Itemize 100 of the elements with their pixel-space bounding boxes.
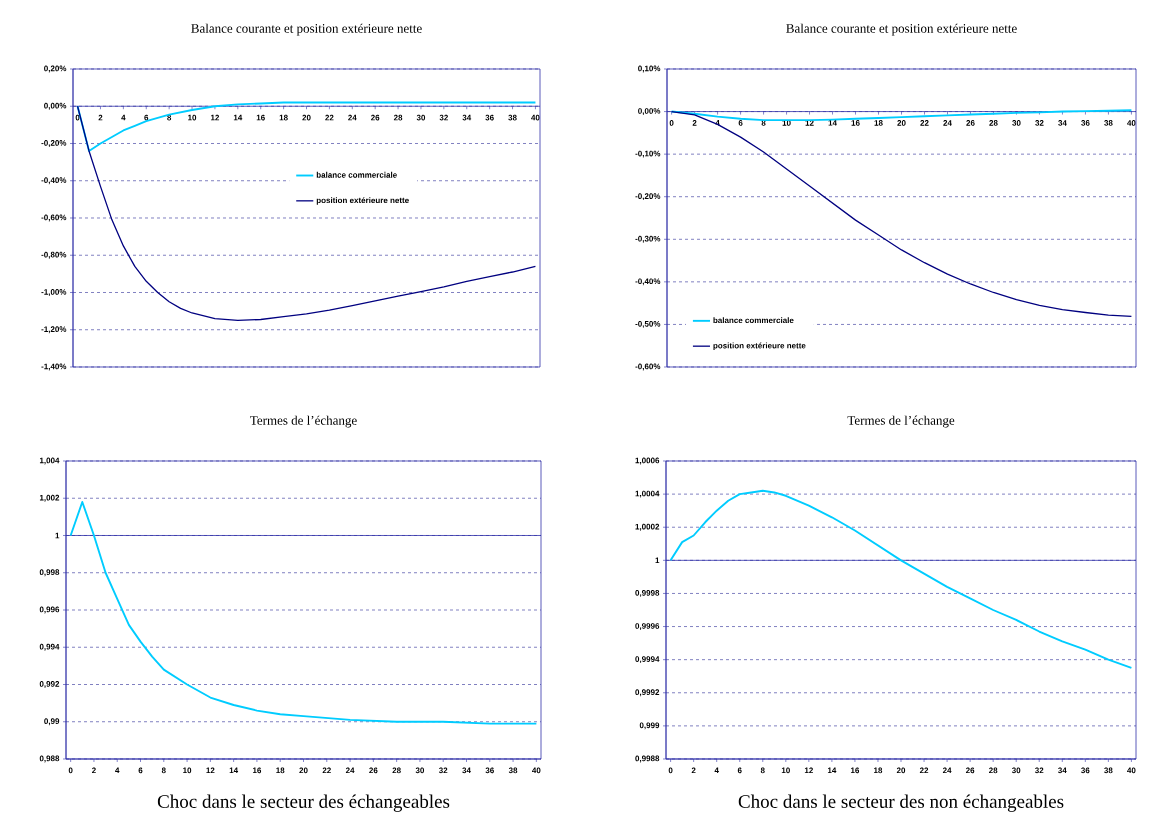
x-tick-label: 6 — [738, 120, 743, 126]
y-tick-label: 0,10% — [638, 65, 661, 73]
x-tick-label: 36 — [1081, 767, 1090, 774]
y-tick-label: 0,992 — [39, 681, 60, 688]
x-tick-label: 10 — [188, 114, 197, 121]
y-tick-label: 1 — [655, 557, 660, 564]
x-tick-label: 2 — [98, 114, 103, 121]
y-tick-label: 0,9994 — [635, 656, 660, 664]
legend-label: balance commerciale — [713, 317, 794, 324]
y-tick-label: -0,40% — [635, 278, 661, 286]
x-tick-label: 32 — [1035, 120, 1044, 126]
y-tick-label: 0,00% — [638, 108, 661, 115]
x-tick-label: 24 — [942, 767, 952, 774]
y-tick-label: 0,9998 — [635, 590, 660, 597]
x-tick-label: 16 — [252, 767, 262, 774]
x-tick-label: 34 — [1058, 120, 1067, 126]
y-tick-label: -1,00% — [41, 289, 67, 296]
x-tick-label: 14 — [828, 120, 837, 126]
y-tick-label: -1,40% — [41, 363, 67, 371]
x-tick-label: 32 — [1034, 767, 1044, 774]
x-tick-label: 28 — [989, 767, 998, 774]
chart-title: Termes de l’échange — [847, 415, 955, 428]
y-tick-label: 0,9996 — [635, 623, 660, 630]
x-tick-label: 22 — [919, 767, 929, 774]
y-tick-label: 0,9992 — [635, 689, 660, 697]
x-tick-label: 6 — [144, 114, 149, 121]
x-tick-label: 2 — [92, 767, 96, 774]
x-tick-label: 22 — [322, 767, 331, 774]
y-tick-label: -0,20% — [635, 193, 661, 201]
x-tick-label: 30 — [1011, 767, 1021, 774]
chart-title: Balance courante et position extérieure nette — [786, 23, 1017, 36]
x-tick-label: 6 — [138, 767, 143, 774]
y-tick-label: -0,60% — [635, 363, 661, 371]
x-tick-label: 26 — [371, 114, 380, 121]
x-tick-label: 24 — [345, 767, 355, 774]
y-tick-label: -0,60% — [41, 214, 67, 222]
x-tick-label: 22 — [920, 120, 929, 126]
x-tick-label: 40 — [1127, 120, 1136, 126]
x-tick-label: 4 — [714, 767, 719, 774]
x-tick-label: 30 — [415, 767, 425, 774]
x-tick-label: 18 — [279, 114, 288, 121]
x-tick-label: 26 — [966, 120, 975, 126]
x-tick-label: 36 — [1081, 120, 1090, 126]
y-tick-label: 0,99 — [44, 718, 60, 726]
x-tick-label: 30 — [1012, 120, 1021, 126]
text: Choc dans le secteur des échangeables — [157, 794, 450, 812]
y-tick-label: 1,0002 — [635, 523, 660, 531]
x-tick-label: 14 — [827, 767, 837, 774]
legend-label: position extérieure nette — [316, 197, 409, 205]
x-tick-label: 36 — [485, 767, 494, 774]
x-tick-label: 34 — [462, 114, 472, 121]
y-tick-label: -0,30% — [635, 235, 661, 243]
x-tick-label: 20 — [302, 114, 311, 121]
y-tick-label: 1,002 — [39, 494, 60, 502]
y-tick-label: 0,998 — [39, 569, 60, 577]
x-tick-label: 38 — [1104, 767, 1113, 774]
x-tick-label: 22 — [325, 114, 334, 121]
x-tick-label: 30 — [416, 114, 426, 121]
y-tick-label: -0,50% — [635, 321, 661, 328]
y-tick-label: -0,10% — [635, 150, 661, 158]
x-tick-label: 18 — [874, 120, 883, 126]
y-tick-label: 0,00% — [44, 102, 67, 110]
y-tick-label: 1,004 — [39, 457, 60, 465]
x-tick-label: 6 — [737, 767, 742, 774]
x-tick-label: 12 — [804, 767, 813, 774]
x-tick-label: 8 — [161, 767, 166, 774]
x-tick-label: 26 — [965, 767, 975, 774]
y-tick-label: 0,9988 — [635, 755, 660, 763]
chart-title: Termes de l’échange — [250, 415, 357, 428]
y-tick-label: 1,0004 — [635, 490, 660, 498]
x-tick-label: 14 — [229, 767, 239, 774]
x-tick-label: 0 — [75, 114, 80, 121]
x-tick-label: 24 — [348, 114, 357, 121]
x-tick-label: 18 — [874, 767, 883, 774]
y-tick-label: -0,40% — [41, 177, 67, 185]
legend-label: position extérieure nette — [713, 342, 806, 351]
x-tick-label: 40 — [532, 767, 541, 774]
x-tick-label: 0 — [68, 767, 73, 774]
x-tick-label: 34 — [1058, 767, 1067, 774]
x-tick-label: 28 — [393, 114, 403, 121]
x-tick-label: 38 — [1104, 120, 1113, 126]
x-tick-label: 40 — [1127, 767, 1136, 774]
y-tick-label: 0,999 — [639, 722, 660, 730]
y-tick-label: 0,988 — [39, 755, 60, 763]
x-tick-label: 38 — [508, 767, 518, 774]
x-tick-label: 16 — [851, 120, 860, 126]
y-tick-label: -0,20% — [41, 140, 67, 147]
x-tick-label: 20 — [299, 767, 308, 774]
line-series — [69, 501, 538, 725]
x-tick-label: 34 — [462, 767, 471, 774]
x-tick-label: 20 — [897, 120, 906, 126]
x-tick-label: 2 — [691, 767, 696, 774]
y-tick-label: 1 — [55, 532, 60, 539]
y-tick-label: 0,994 — [39, 643, 60, 651]
x-tick-label: 2 — [692, 120, 697, 126]
y-tick-label: 0,20% — [44, 65, 67, 73]
y-tick-label: 1,0006 — [635, 457, 660, 465]
x-tick-label: 0 — [668, 767, 673, 774]
x-tick-label: 38 — [508, 114, 517, 121]
x-tick-label: 32 — [439, 114, 448, 121]
